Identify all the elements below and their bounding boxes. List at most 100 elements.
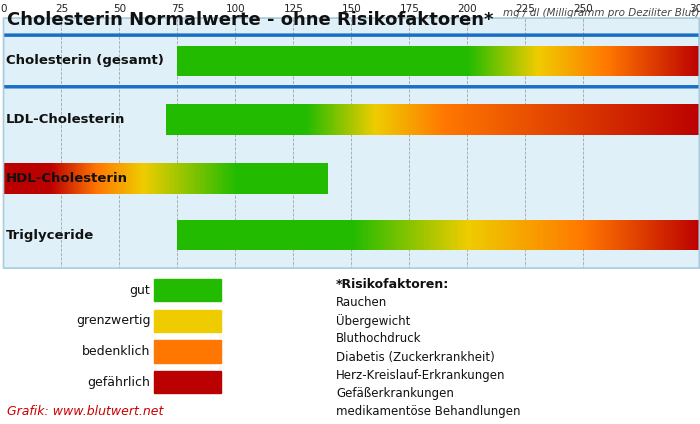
Bar — [223, 163, 225, 193]
Bar — [617, 220, 619, 251]
Bar — [253, 163, 254, 193]
Bar — [430, 220, 432, 251]
Bar — [295, 46, 297, 76]
Bar — [132, 163, 134, 193]
Bar — [676, 104, 678, 135]
Bar — [304, 46, 306, 76]
Bar — [175, 163, 176, 193]
Bar — [323, 104, 325, 135]
Bar — [696, 46, 698, 76]
Bar — [189, 104, 190, 135]
Bar — [454, 220, 455, 251]
Bar — [536, 46, 537, 76]
Bar — [254, 104, 256, 135]
Bar — [309, 104, 312, 135]
Bar — [440, 104, 441, 135]
Bar — [139, 163, 141, 193]
Bar — [469, 220, 470, 251]
Bar — [645, 46, 647, 76]
Bar — [391, 46, 393, 76]
Bar — [249, 220, 251, 251]
Bar — [180, 104, 181, 135]
Bar — [176, 163, 178, 193]
Bar — [93, 163, 95, 193]
Bar — [449, 104, 450, 135]
Bar — [692, 104, 693, 135]
Bar — [332, 46, 334, 76]
Bar — [30, 163, 32, 193]
Bar — [198, 163, 200, 193]
Bar — [202, 46, 204, 76]
Bar — [602, 104, 603, 135]
Bar — [469, 104, 470, 135]
Bar — [679, 220, 680, 251]
Bar — [402, 46, 404, 76]
Bar — [615, 104, 616, 135]
Bar — [398, 220, 399, 251]
Bar — [606, 104, 608, 135]
Bar — [396, 104, 398, 135]
Bar — [364, 220, 365, 251]
Bar — [620, 104, 622, 135]
Bar — [498, 46, 500, 76]
Bar — [466, 104, 468, 135]
Bar — [673, 46, 675, 76]
Bar — [446, 220, 447, 251]
Text: Cholesterin (gesamt): Cholesterin (gesamt) — [6, 54, 164, 67]
Bar — [648, 46, 650, 76]
Bar — [475, 220, 477, 251]
Bar — [302, 163, 304, 193]
Bar — [534, 46, 536, 76]
Bar — [224, 46, 225, 76]
Bar — [172, 104, 174, 135]
Bar — [478, 46, 480, 76]
Bar — [232, 104, 234, 135]
Bar — [335, 46, 337, 76]
Bar — [373, 46, 374, 76]
Bar — [374, 46, 376, 76]
Bar — [378, 220, 379, 251]
Bar — [327, 163, 328, 193]
Bar — [526, 220, 528, 251]
Bar — [130, 163, 132, 193]
Bar — [182, 220, 183, 251]
Bar — [652, 46, 653, 76]
Bar — [198, 104, 200, 135]
Bar — [313, 163, 314, 193]
Bar — [407, 46, 409, 76]
Bar — [598, 220, 601, 251]
Bar — [597, 46, 598, 76]
Bar — [309, 220, 311, 251]
Bar — [477, 104, 478, 135]
Bar — [174, 104, 175, 135]
Bar — [630, 104, 631, 135]
Bar — [218, 163, 220, 193]
Bar — [354, 104, 356, 135]
Bar — [480, 104, 482, 135]
Bar — [368, 104, 370, 135]
Bar — [687, 104, 689, 135]
Bar — [277, 104, 279, 135]
Bar — [428, 220, 430, 251]
Bar — [405, 104, 407, 135]
Bar — [538, 104, 540, 135]
Bar — [548, 104, 550, 135]
Bar — [474, 104, 475, 135]
Bar — [470, 104, 472, 135]
Bar — [172, 163, 174, 193]
Bar — [239, 46, 241, 76]
Bar — [50, 163, 51, 193]
Bar — [178, 104, 180, 135]
Bar — [166, 104, 167, 135]
Bar — [678, 46, 679, 76]
Bar — [290, 220, 293, 251]
Bar — [487, 46, 489, 76]
Bar — [577, 104, 579, 135]
Bar — [166, 163, 167, 193]
Bar — [575, 220, 577, 251]
Bar — [673, 104, 675, 135]
Bar — [559, 104, 560, 135]
Bar — [455, 46, 456, 76]
Bar — [218, 46, 219, 76]
Bar — [395, 220, 396, 251]
